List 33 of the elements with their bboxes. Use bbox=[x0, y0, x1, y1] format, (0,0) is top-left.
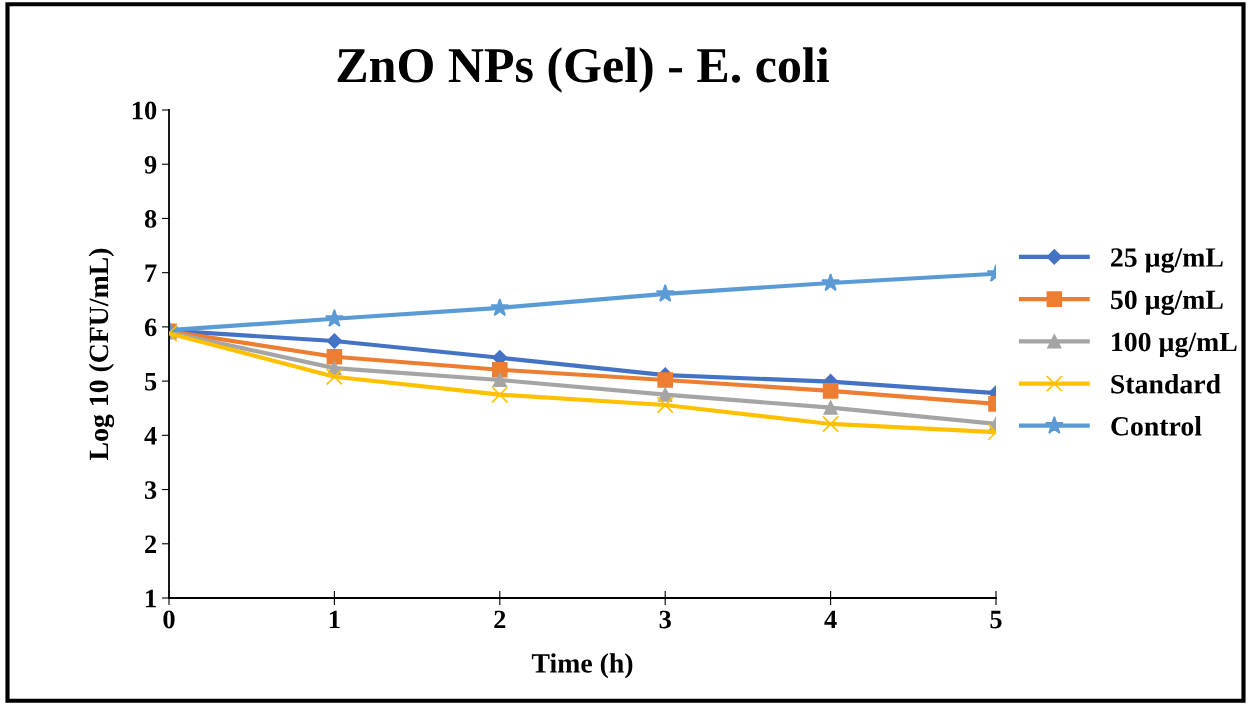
y-tick-label: 8 bbox=[144, 210, 157, 228]
x-tick-label: 4 bbox=[824, 610, 837, 629]
x-axis-title: Time (h) bbox=[531, 653, 633, 679]
x-tick-label: 2 bbox=[494, 610, 506, 629]
legend-label: 25 µg/mL bbox=[1111, 248, 1223, 273]
x-tick-label: 1 bbox=[329, 610, 340, 629]
y-axis-title: Log 10 (CFU/mL) bbox=[88, 248, 115, 460]
y-tick-label: 9 bbox=[144, 155, 157, 174]
point bbox=[655, 283, 675, 302]
y-tick-label: 4 bbox=[144, 427, 157, 445]
y-tick-label: 7 bbox=[145, 264, 157, 282]
point bbox=[656, 396, 674, 414]
y-tick-label: 5 bbox=[145, 372, 157, 391]
x-tick-label: 3 bbox=[659, 610, 671, 629]
point bbox=[492, 361, 508, 378]
point bbox=[326, 333, 343, 349]
y-tick-label: 6 bbox=[144, 318, 157, 337]
point bbox=[657, 372, 673, 388]
legend-label: 50 µg/mL bbox=[1111, 290, 1223, 315]
point bbox=[490, 298, 510, 317]
legend-label: 100 µg/mL bbox=[1112, 332, 1237, 358]
point bbox=[491, 386, 509, 404]
y-tick-label: 10 bbox=[132, 101, 157, 120]
chart-title: ZnO NPs (Gel) - E. coli bbox=[337, 47, 829, 93]
legend-label: Control bbox=[1111, 416, 1202, 436]
point bbox=[492, 372, 507, 388]
y-tick-label: 1 bbox=[146, 589, 156, 608]
legend-label: Standard bbox=[1111, 374, 1221, 394]
y-tick-label: 2 bbox=[145, 535, 157, 553]
x-tick-label: 5 bbox=[990, 610, 1002, 629]
y-tick-label: 3 bbox=[144, 481, 157, 499]
point bbox=[326, 348, 343, 365]
x-tick-label: 0 bbox=[163, 610, 175, 629]
